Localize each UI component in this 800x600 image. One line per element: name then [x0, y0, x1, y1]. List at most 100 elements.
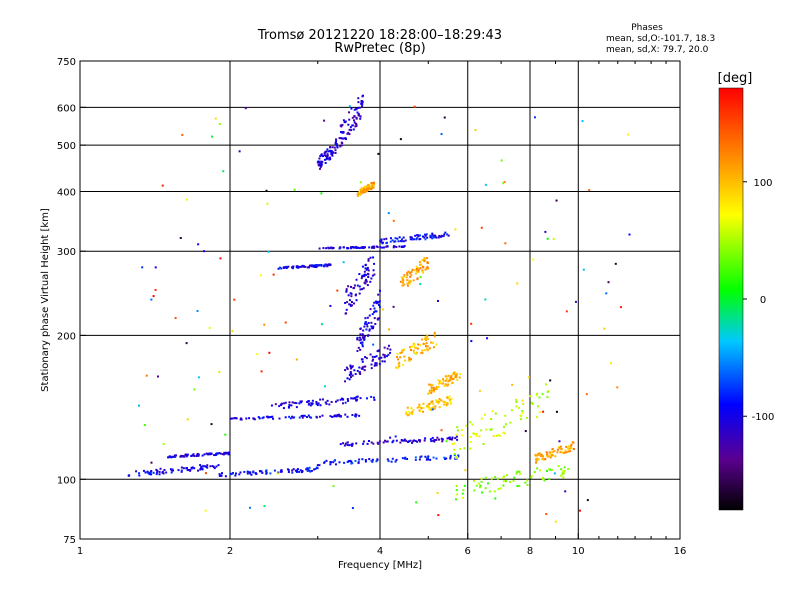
data-point [389, 240, 392, 243]
data-point [361, 274, 364, 277]
data-point [455, 375, 458, 378]
data-point [218, 452, 221, 455]
data-point [433, 335, 436, 338]
data-point [540, 453, 543, 456]
data-point [197, 454, 200, 457]
data-point [205, 465, 208, 468]
data-point [456, 378, 459, 381]
data-point [538, 411, 541, 414]
data-point [432, 346, 435, 349]
data-point [457, 455, 460, 458]
data-point [512, 479, 515, 482]
data-point [405, 411, 408, 414]
data-point [462, 489, 465, 492]
data-point [427, 406, 430, 409]
data-point [407, 413, 410, 416]
data-point [479, 484, 482, 487]
data-point [409, 349, 412, 352]
data-point [409, 280, 412, 283]
data-point [399, 240, 402, 243]
data-point [335, 140, 338, 143]
data-point [419, 276, 422, 279]
data-point [396, 353, 399, 356]
data-point [504, 242, 507, 245]
data-point [326, 156, 329, 159]
data-point [503, 475, 506, 478]
data-point [455, 456, 458, 459]
data-point [222, 453, 225, 456]
data-point [426, 456, 429, 459]
data-point [453, 442, 456, 445]
data-point [272, 273, 275, 276]
data-point [454, 373, 457, 376]
data-point [421, 266, 424, 269]
data-point [403, 438, 406, 441]
data-point [287, 471, 290, 474]
data-point [306, 400, 309, 403]
data-point [403, 439, 406, 442]
data-point [269, 416, 272, 419]
x-tick-label: 1 [77, 546, 83, 557]
data-point [392, 245, 395, 248]
data-point [475, 434, 478, 437]
data-point [282, 407, 285, 410]
data-point [328, 158, 331, 161]
data-point [332, 485, 335, 488]
data-point [350, 301, 353, 304]
data-point [432, 456, 435, 459]
data-point [428, 347, 431, 350]
data-point [438, 235, 441, 238]
data-point [292, 265, 295, 268]
data-point [446, 384, 449, 387]
data-point [368, 329, 371, 332]
data-point [444, 457, 447, 460]
data-point [310, 264, 313, 267]
data-point [509, 481, 512, 484]
data-point [588, 189, 591, 192]
data-point [569, 444, 572, 447]
data-point [381, 242, 384, 245]
data-point [341, 131, 344, 134]
data-point [323, 154, 326, 157]
data-point [544, 458, 547, 461]
data-point [234, 416, 237, 419]
data-point [206, 464, 209, 467]
data-point [352, 287, 355, 290]
data-point [410, 236, 413, 239]
data-point [560, 445, 563, 448]
data-point [224, 475, 227, 478]
data-point [560, 468, 563, 471]
data-point [280, 403, 283, 406]
data-point [535, 461, 538, 464]
data-point [279, 470, 282, 473]
data-point [446, 437, 449, 440]
data-point [284, 321, 287, 324]
data-point [469, 421, 472, 424]
data-point [365, 328, 368, 331]
data-point [224, 433, 227, 436]
data-point [346, 367, 349, 370]
data-point [373, 355, 376, 358]
data-point [430, 386, 433, 389]
data-point [489, 428, 492, 431]
data-point [349, 365, 352, 368]
data-point [263, 323, 266, 326]
data-point [261, 471, 264, 474]
data-point [311, 399, 314, 402]
data-point [172, 455, 175, 458]
data-point [367, 188, 370, 191]
data-point [435, 438, 438, 441]
data-point [279, 266, 282, 269]
data-point [431, 400, 434, 403]
data-point [415, 265, 418, 268]
data-point [372, 246, 375, 249]
data-point [422, 235, 425, 238]
data-point [320, 154, 323, 157]
data-point [150, 470, 153, 473]
data-point [428, 383, 431, 386]
data-point [531, 403, 534, 406]
data-point [350, 444, 353, 447]
data-point [545, 513, 548, 516]
data-point [537, 405, 540, 408]
data-point [148, 473, 151, 476]
